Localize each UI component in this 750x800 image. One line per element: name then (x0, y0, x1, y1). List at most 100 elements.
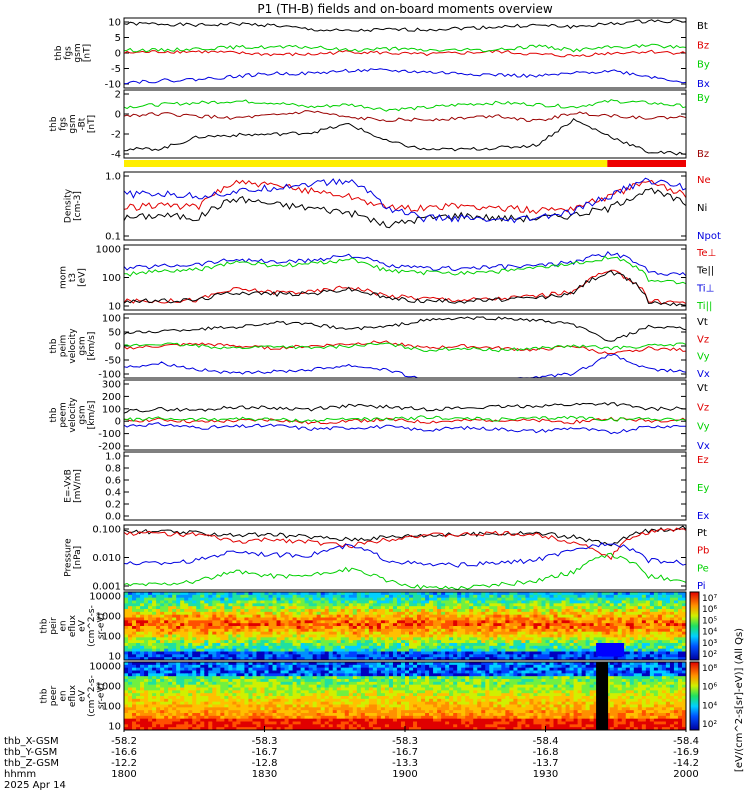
spectrogram-cell (356, 594, 362, 599)
spectrogram-cell (541, 631, 546, 635)
spectrogram-cell (204, 667, 209, 671)
spectrogram-cell (613, 628, 619, 633)
spectrogram-cell (168, 643, 173, 647)
spectrogram-cell (517, 634, 522, 638)
spectrogram-cell (156, 676, 161, 680)
spectrogram-cell (132, 643, 137, 647)
spectrogram-cell (529, 645, 534, 650)
spectrogram-cell (164, 676, 169, 680)
spectrogram-cell (152, 676, 157, 680)
spectrogram-cell (332, 651, 338, 655)
spectrogram-cell (252, 611, 257, 616)
spectrogram-cell (128, 600, 133, 604)
spectrogram-cell (308, 628, 314, 633)
spectrogram-cell (204, 594, 209, 599)
spectrogram-cell (557, 645, 563, 650)
mode-bar-segment (124, 160, 608, 167)
spectrogram-cell (461, 614, 466, 618)
legend-label: Te⊥ (696, 248, 716, 259)
spectrogram-cell (344, 684, 350, 688)
spectrogram-cell (176, 611, 181, 616)
spectrogram-cell (677, 594, 683, 599)
spectrogram-cell (264, 594, 270, 599)
spectrogram-cell (200, 718, 205, 722)
spectrogram-cell (605, 606, 611, 610)
spectrogram-cell (244, 724, 249, 728)
spectrogram-cell (677, 609, 683, 613)
spectrogram-cell (124, 617, 129, 621)
spectrogram-cell (400, 603, 406, 607)
spectrogram-cell (264, 628, 270, 633)
spectrogram-cell (236, 631, 241, 635)
spectrogram-cell (304, 603, 310, 607)
spectrogram-cell (445, 623, 450, 627)
spectrogram-cell (160, 673, 165, 677)
spectrogram-cell (453, 640, 458, 644)
y-axis-label: E=-VxB [mV/m] (63, 469, 83, 503)
spectrogram-cell (557, 617, 563, 621)
spectrogram-cell (441, 611, 446, 616)
spectrogram-cell (633, 614, 639, 618)
spectrogram-cell (336, 704, 342, 708)
spectrogram-cell (425, 657, 430, 661)
spectrogram-cell (409, 594, 414, 599)
series-Bx (124, 68, 687, 85)
spectrogram-cell (621, 609, 627, 613)
spectrogram-cell (244, 690, 249, 694)
spectrogram-cell (673, 643, 679, 647)
spectrogram-cell (677, 603, 683, 607)
spectrogram-cell (613, 597, 619, 601)
spectrogram-cell (172, 698, 177, 703)
spectrogram-cell (304, 623, 310, 627)
spectrogram-cell (260, 664, 265, 669)
spectrogram-cell (433, 623, 438, 627)
spectrogram-cell (497, 623, 502, 627)
spectrogram-cell (264, 684, 270, 688)
spectrogram-cell (649, 654, 655, 658)
spectrogram-cell (489, 611, 494, 616)
y-axis-label-line: Density (63, 188, 73, 223)
spectrogram-cell (469, 654, 474, 658)
spectrogram-cell (344, 679, 350, 683)
spectrogram-cell (160, 600, 165, 604)
spectrogram-cell (236, 710, 241, 714)
spectrogram-cell (164, 623, 169, 627)
spectrogram-cell (172, 673, 177, 677)
spectrogram-cell (196, 673, 201, 677)
spectrogram-cell (316, 701, 322, 705)
spectrogram-cell (344, 704, 350, 708)
spectrogram-cell (477, 631, 482, 635)
y-axis-label-line: eV (78, 689, 88, 702)
spectrogram-cell (380, 648, 386, 652)
spectrogram-cell (152, 654, 157, 658)
spectrogram-cell (392, 611, 398, 616)
spectrogram-cell (421, 626, 426, 630)
spectrogram-cell (629, 654, 635, 658)
spectrogram-cell (501, 634, 506, 638)
spectrogram-cell (136, 648, 141, 652)
spectrogram-cell (525, 617, 530, 621)
spectrogram-cell (661, 600, 667, 604)
spectrogram-cell (136, 640, 141, 644)
spectrogram-cell (392, 614, 398, 618)
spectrogram-cell (312, 704, 318, 708)
spectrogram-cell (501, 623, 506, 627)
spectrogram-cell (264, 664, 270, 669)
spectrogram-cell (252, 609, 257, 613)
spectrogram-cell (140, 710, 145, 714)
spectrogram-cell (208, 662, 213, 666)
spectrogram-cell (497, 592, 502, 596)
spectrogram-cell (144, 648, 149, 652)
spectrogram-cell (224, 606, 229, 610)
y-tick-label: 0.001 (92, 582, 121, 593)
spectrogram-cell (633, 603, 639, 607)
spectrogram-cell (128, 643, 133, 647)
spectrogram-cell (481, 614, 486, 618)
spectrogram-cell (645, 631, 651, 635)
spectrogram-cell (156, 637, 161, 641)
spectrogram-cell (128, 664, 133, 669)
spectrogram-cell (232, 628, 237, 633)
spectrogram-cell (292, 684, 298, 688)
spectrogram-cell (188, 693, 193, 697)
spectrogram-cell (124, 606, 129, 610)
